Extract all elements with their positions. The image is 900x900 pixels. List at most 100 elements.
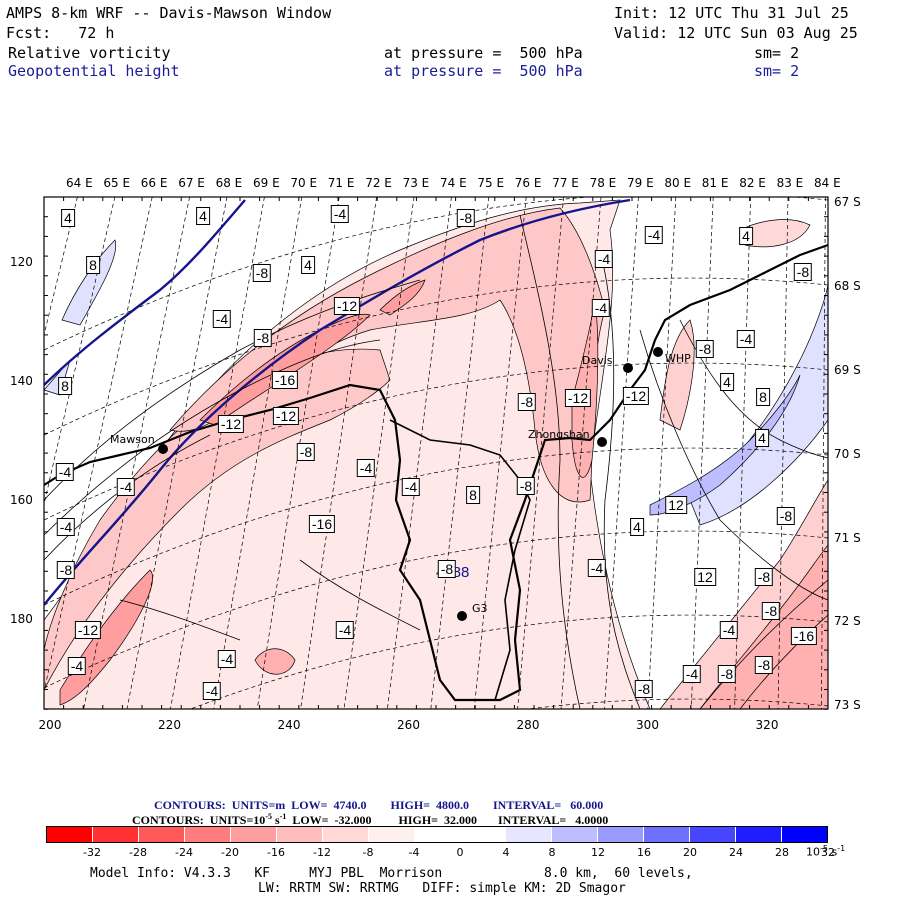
longitude-label: 70 E — [290, 176, 318, 190]
vorticity-value-label: 12 — [694, 568, 716, 586]
colorbar-tick-label: 20 — [683, 846, 697, 859]
vorticity-value-label: -8 — [56, 561, 76, 579]
colorbar — [46, 826, 828, 843]
vorticity-value-label: 8 — [756, 388, 770, 406]
meridian-line — [44, 197, 78, 337]
vorticity-value-label: -8 — [296, 443, 316, 461]
vorticity-shade-blue — [61, 239, 117, 326]
vorticity-value-label: 8 — [86, 256, 100, 274]
colorbar-swatch — [690, 827, 737, 842]
vorticity-value-label: -4 — [202, 682, 222, 700]
meridian-line — [170, 197, 265, 709]
latitude-label: 68 S — [834, 279, 861, 293]
y-axis-label: 120 — [10, 255, 33, 269]
vorticity-value-label: -16 — [308, 515, 336, 533]
vorticity-shade-strong — [254, 648, 296, 675]
meridian-line — [44, 197, 116, 506]
colorbar-tick-label: -24 — [175, 846, 193, 859]
longitude-label: 75 E — [477, 176, 505, 190]
station-label-whp: WHP — [665, 352, 691, 365]
meridian-line — [734, 197, 751, 709]
station-marker-mawson — [158, 444, 168, 454]
model-info-line2: LW: RRTM SW: RRTMG DIFF: simple KM: 2D S… — [258, 881, 626, 896]
vorticity-value-label: 4 — [196, 207, 210, 225]
meridian-line — [604, 197, 639, 709]
colorbar-swatch — [506, 827, 553, 842]
colorbar-tick-label: 24 — [729, 846, 743, 859]
vorticity-value-label: 4 — [755, 429, 769, 447]
vorticity-value-label: -8 — [754, 656, 774, 674]
latlon-grid — [0, 197, 828, 709]
vorticity-value-label: 12 — [665, 496, 687, 514]
field1-level: at pressure = 500 hPa — [384, 44, 583, 62]
latitude-label: 72 S — [834, 614, 861, 628]
vorticity-value-label: -8 — [754, 568, 774, 586]
vorticity-value-label: 4 — [720, 373, 734, 391]
meridian-line — [430, 197, 490, 709]
parallel-line — [44, 362, 828, 521]
vorticity-shade-blue — [649, 374, 801, 516]
colorbar-tick-label: 4 — [502, 846, 510, 859]
meridian-line — [777, 197, 789, 709]
vorticity-value-label: -4 — [335, 621, 355, 639]
colorbar-swatch — [552, 827, 599, 842]
longitude-label: 79 E — [627, 176, 654, 190]
longitude-label: 80 E — [664, 176, 692, 190]
longitude-label: 81 E — [701, 176, 729, 190]
vorticity-value-label: -12 — [74, 621, 102, 639]
height-contour — [44, 198, 631, 606]
meridian-line — [690, 197, 714, 709]
meridian-line — [300, 197, 377, 709]
station-marker-davis — [623, 363, 633, 373]
x-axis-label: 320 — [755, 718, 779, 732]
colorbar-swatch — [138, 827, 185, 842]
x-axis-label: 300 — [636, 718, 659, 732]
longitude-label: 74 E — [440, 176, 467, 190]
longitude-label: 65 E — [103, 176, 131, 190]
parallel-line — [44, 447, 828, 606]
vorticity-value-label: -4 — [56, 518, 76, 536]
vorticity-value-label: -8 — [516, 477, 536, 495]
latitude-label: 71 S — [834, 531, 861, 545]
vorticity-value-label: -8 — [634, 680, 654, 698]
latitude-label: 69 S — [834, 363, 861, 377]
vorticity-value-label: 4 — [301, 256, 315, 274]
field1-name: Relative vorticity — [8, 44, 171, 62]
station-marker-zhongshan — [597, 437, 607, 447]
valid-time: Valid: 12 UTC Sun 03 Aug 25 — [614, 24, 858, 42]
colorbar-tick-label: 16 — [637, 846, 651, 859]
colorbar-swatch — [460, 827, 507, 842]
x-axis-label: 260 — [397, 718, 420, 732]
vorticity-value-label: -12 — [272, 407, 300, 425]
vorticity-value-label: 4 — [630, 518, 644, 536]
vorticity-contours — [44, 214, 828, 709]
vorticity-value-label: -4 — [401, 478, 421, 496]
longitude-label: 83 E — [776, 176, 804, 190]
colorbar-tick-label: -8 — [362, 846, 374, 859]
colorbar-swatch — [644, 827, 691, 842]
longitude-label: 82 E — [739, 176, 766, 190]
vorticity-value-label: -8 — [517, 393, 537, 411]
vorticity-value-label: -12 — [564, 389, 592, 407]
longitude-label: 76 E — [514, 176, 542, 190]
meridian-line — [387, 197, 452, 709]
longitude-label: 67 E — [178, 176, 205, 190]
latitude-label: 70 S — [834, 447, 861, 461]
station-label-zhongshan: Zhongshan — [528, 428, 590, 441]
colorbar-swatch — [414, 827, 461, 842]
vorticity-value-label: -8 — [717, 665, 737, 683]
field2-level: at pressure = 500 hPa — [384, 62, 583, 80]
y-axis-label: 140 — [10, 374, 33, 388]
height-contour-info: CONTOURS: UNITS=m LOW= 4740.0 HIGH= 4800… — [154, 798, 604, 812]
colorbar-swatch — [47, 827, 93, 842]
vorticity-value-label: -4 — [217, 650, 237, 668]
longitude-label: 66 E — [140, 176, 168, 190]
vorticity-value-label: -12 — [217, 415, 245, 433]
meridian-line — [821, 197, 826, 709]
meridian-line — [560, 197, 602, 709]
x-axis-label: 280 — [516, 718, 540, 732]
meridian-line — [0, 197, 40, 709]
parallel-line — [44, 197, 828, 351]
vorticity-value-label: -4 — [682, 665, 702, 683]
vorticity-value-label: -8 — [695, 340, 715, 358]
